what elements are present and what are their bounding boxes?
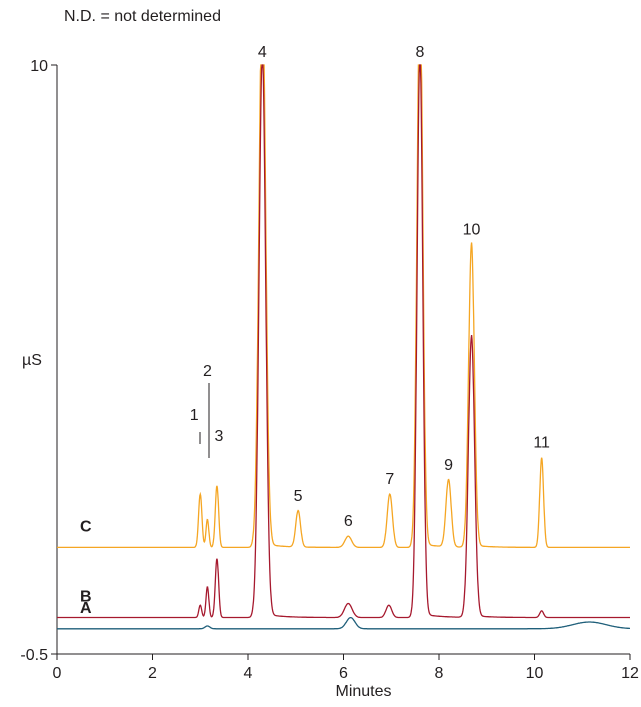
y-tick-label: 10 bbox=[30, 58, 48, 75]
peak-label: 4 bbox=[258, 44, 267, 61]
trace-label-b: B bbox=[80, 589, 92, 606]
peak-label: 2 bbox=[203, 363, 212, 380]
series-b-line bbox=[57, 64, 630, 619]
x-tick-label: 6 bbox=[339, 665, 348, 682]
trace-label-a: A bbox=[80, 600, 92, 617]
peak-label: 6 bbox=[344, 513, 353, 530]
x-tick-label: 4 bbox=[244, 665, 253, 682]
peak-label: 11 bbox=[533, 435, 550, 452]
peak-label: 10 bbox=[463, 222, 481, 239]
y-tick-label: -0.5 bbox=[20, 647, 48, 664]
x-tick-label: 10 bbox=[526, 665, 544, 682]
x-tick-label: 0 bbox=[53, 665, 62, 682]
series-c-line bbox=[57, 64, 630, 549]
traces bbox=[57, 64, 630, 630]
peak-label: 1 bbox=[190, 407, 199, 424]
x-tick-label: 12 bbox=[621, 665, 639, 682]
y-axis-label: µS bbox=[22, 352, 42, 369]
peak-label: 9 bbox=[444, 457, 453, 474]
x-axis-label: Minutes bbox=[335, 683, 391, 700]
trace-label-c: C bbox=[80, 518, 92, 535]
peak-label: 3 bbox=[215, 428, 224, 445]
peak-label: 7 bbox=[385, 471, 394, 488]
x-tick-label: 2 bbox=[148, 665, 157, 682]
footnote-text: N.D. = not determined bbox=[64, 8, 221, 25]
peak-label: 5 bbox=[294, 488, 303, 505]
labels: C 1 2 3 4 5 6 7 8 9 10 11 BA bbox=[80, 44, 550, 617]
x-tick-label: 8 bbox=[435, 665, 444, 682]
series-a-line bbox=[57, 616, 630, 630]
peak-label: 8 bbox=[415, 44, 424, 61]
